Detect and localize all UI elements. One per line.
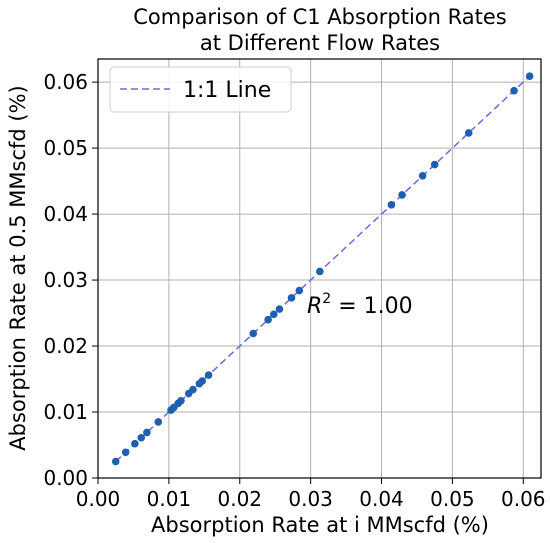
x-tick-label: 0.04 xyxy=(359,487,404,511)
y-axis-ticks: 0.00 0.01 0.02 0.03 0.04 0.05 0.06 xyxy=(43,70,98,490)
data-point xyxy=(143,428,151,437)
legend-box xyxy=(109,66,292,113)
chart-title-line2: at Different Flow Rates xyxy=(200,31,440,55)
r-squared-base: R xyxy=(307,294,322,319)
data-point xyxy=(295,286,304,295)
data-point xyxy=(249,329,258,338)
data-point xyxy=(275,305,284,313)
data-point xyxy=(189,385,197,394)
data-point xyxy=(121,448,130,457)
data-point xyxy=(418,171,427,180)
data-points xyxy=(111,72,534,466)
x-tick-label: 0.01 xyxy=(147,487,192,511)
data-point xyxy=(131,439,139,448)
data-point xyxy=(430,160,439,169)
r-squared-value: = 1.00 xyxy=(331,294,412,319)
identity-line xyxy=(115,75,531,463)
data-point xyxy=(387,201,396,209)
y-tick-label: 0.05 xyxy=(43,136,88,160)
y-tick-label: 0.02 xyxy=(43,334,88,358)
r-squared-annotation: R2 = 1.00 xyxy=(307,291,413,319)
data-point xyxy=(316,267,324,276)
data-point xyxy=(198,377,206,385)
x-tick-label: 0.05 xyxy=(430,487,475,511)
r-squared-superscript: 2 xyxy=(322,291,331,307)
data-point xyxy=(137,433,146,442)
x-tick-label: 0.03 xyxy=(288,487,333,511)
data-point xyxy=(204,371,213,379)
grid xyxy=(97,59,541,479)
identity-line-layer xyxy=(115,75,531,463)
y-tick-label: 0.03 xyxy=(43,268,88,292)
y-tick-label: 0.04 xyxy=(43,202,88,226)
data-point xyxy=(510,86,518,95)
y-tick-label: 0.00 xyxy=(43,466,88,490)
y-tick-label: 0.01 xyxy=(43,400,88,424)
data-point xyxy=(264,315,272,324)
x-tick-label: 0.00 xyxy=(76,487,121,511)
data-point xyxy=(154,418,163,426)
legend: 1:1 Line xyxy=(109,66,292,113)
data-point xyxy=(269,310,278,319)
data-point xyxy=(177,396,185,405)
plot-frame xyxy=(97,58,542,479)
y-tick-label: 0.06 xyxy=(43,70,88,94)
data-point xyxy=(287,294,296,302)
y-axis-label: Absorption Rate at 0.5 MMscfd (%) xyxy=(6,85,30,451)
data-point xyxy=(111,457,120,466)
x-axis-ticks: 0.00 0.01 0.02 0.03 0.04 0.05 0.06 xyxy=(76,478,546,511)
data-point xyxy=(464,129,473,137)
x-tick-label: 0.02 xyxy=(217,487,262,511)
data-point xyxy=(398,191,406,199)
legend-label: 1:1 Line xyxy=(183,78,271,103)
chart-title-line1: Comparison of C1 Absorption Rates xyxy=(133,5,506,29)
x-axis-label: Absorption Rate at i MMscfd (%) xyxy=(151,513,489,537)
data-point xyxy=(525,72,534,80)
x-tick-label: 0.06 xyxy=(501,487,546,511)
